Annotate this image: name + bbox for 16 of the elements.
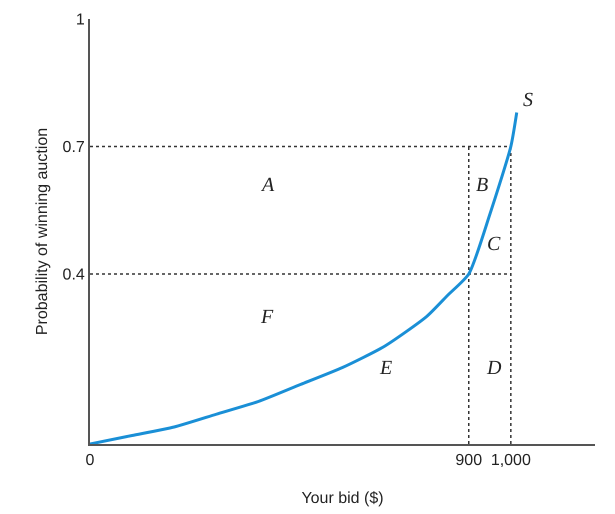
y-tick-label: 0.7	[62, 139, 85, 156]
x-tick-label: 1,000	[490, 452, 531, 470]
annotation: C	[487, 233, 501, 255]
x-axis-title: Your bid ($)	[301, 490, 384, 507]
x-tick-label: 0	[86, 452, 95, 470]
annotation: A	[260, 174, 275, 196]
y-tick-label: 1	[76, 12, 85, 29]
annotation: D	[486, 357, 502, 379]
y-axis-title: Probability of winning auction	[34, 128, 51, 336]
annotation: B	[476, 174, 488, 196]
x-tick-label: 900	[455, 452, 482, 470]
annotation: S	[523, 89, 533, 111]
annotation: E	[379, 357, 392, 379]
y-tick-label: 0.4	[62, 266, 85, 284]
annotation: F	[260, 306, 274, 328]
line-series	[90, 111, 518, 444]
